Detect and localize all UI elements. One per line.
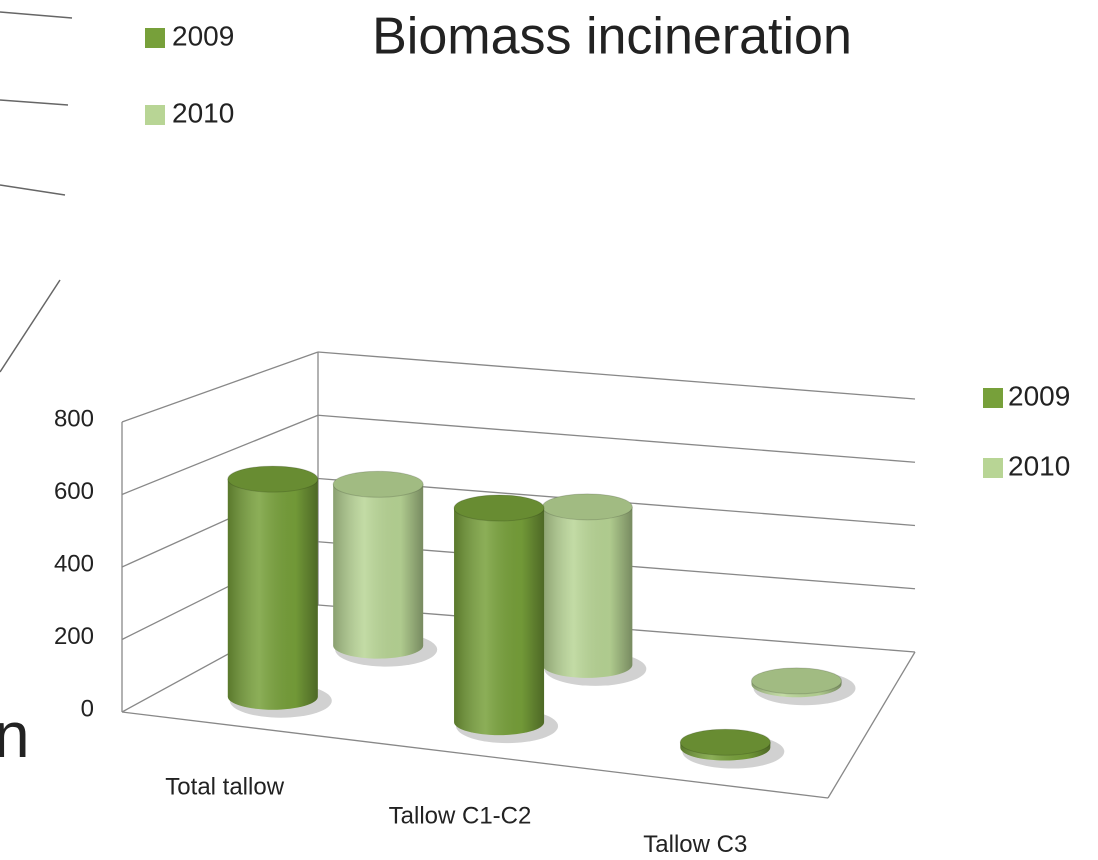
bar bbox=[332, 470, 438, 667]
bar-top-shade bbox=[751, 667, 842, 694]
floor-edge bbox=[827, 651, 916, 799]
floor-edge bbox=[121, 711, 829, 799]
bar-shading bbox=[542, 506, 633, 678]
background-slide bbox=[0, 11, 73, 373]
bar-shading bbox=[333, 484, 424, 659]
bar bbox=[227, 465, 332, 718]
legend-swatch bbox=[983, 388, 1003, 408]
bar-shading bbox=[454, 508, 545, 736]
bar-top-shade bbox=[542, 493, 633, 520]
bar-top bbox=[227, 465, 319, 493]
legend-swatch bbox=[983, 458, 1003, 478]
legend-swatch bbox=[145, 28, 165, 48]
bar bbox=[541, 493, 647, 686]
legend-label: 2010 bbox=[1008, 450, 1070, 481]
legend: 2009 2010 bbox=[983, 380, 1070, 481]
bar bbox=[751, 667, 856, 706]
bar-top bbox=[751, 667, 843, 695]
y-tick-label: 400 bbox=[54, 550, 94, 577]
y-tick-label: 0 bbox=[81, 695, 94, 722]
grid-line bbox=[121, 414, 319, 496]
x-tick-label: Tallow C3 bbox=[643, 831, 747, 858]
bar-top-shade bbox=[454, 495, 545, 522]
y-tick-label: 600 bbox=[54, 478, 94, 505]
bar-top bbox=[453, 494, 545, 522]
legend-swatch bbox=[145, 105, 165, 125]
legend: 2009 2010 bbox=[145, 20, 234, 128]
bar bbox=[679, 728, 785, 769]
chart-title: Biomass incineration bbox=[372, 8, 852, 66]
grid-line bbox=[121, 351, 319, 423]
bar-shading bbox=[227, 479, 318, 710]
bar-top-shade bbox=[680, 729, 771, 756]
bar-top bbox=[679, 728, 771, 756]
bar-top bbox=[332, 470, 424, 498]
legend-label: 2010 bbox=[172, 97, 234, 128]
bar-top-shade bbox=[227, 466, 318, 493]
bar-top-shade bbox=[333, 471, 424, 498]
grid-line bbox=[317, 351, 916, 400]
x-tick-label: Total tallow bbox=[165, 774, 284, 801]
bar bbox=[453, 494, 559, 744]
background-text: n bbox=[0, 699, 30, 771]
x-tick-label: Tallow C1-C2 bbox=[389, 802, 532, 829]
grid-line bbox=[317, 414, 916, 463]
legend-label: 2009 bbox=[1008, 380, 1070, 411]
y-tick-label: 800 bbox=[54, 405, 94, 432]
legend-label: 2009 bbox=[172, 20, 234, 51]
y-tick-label: 200 bbox=[54, 623, 94, 650]
